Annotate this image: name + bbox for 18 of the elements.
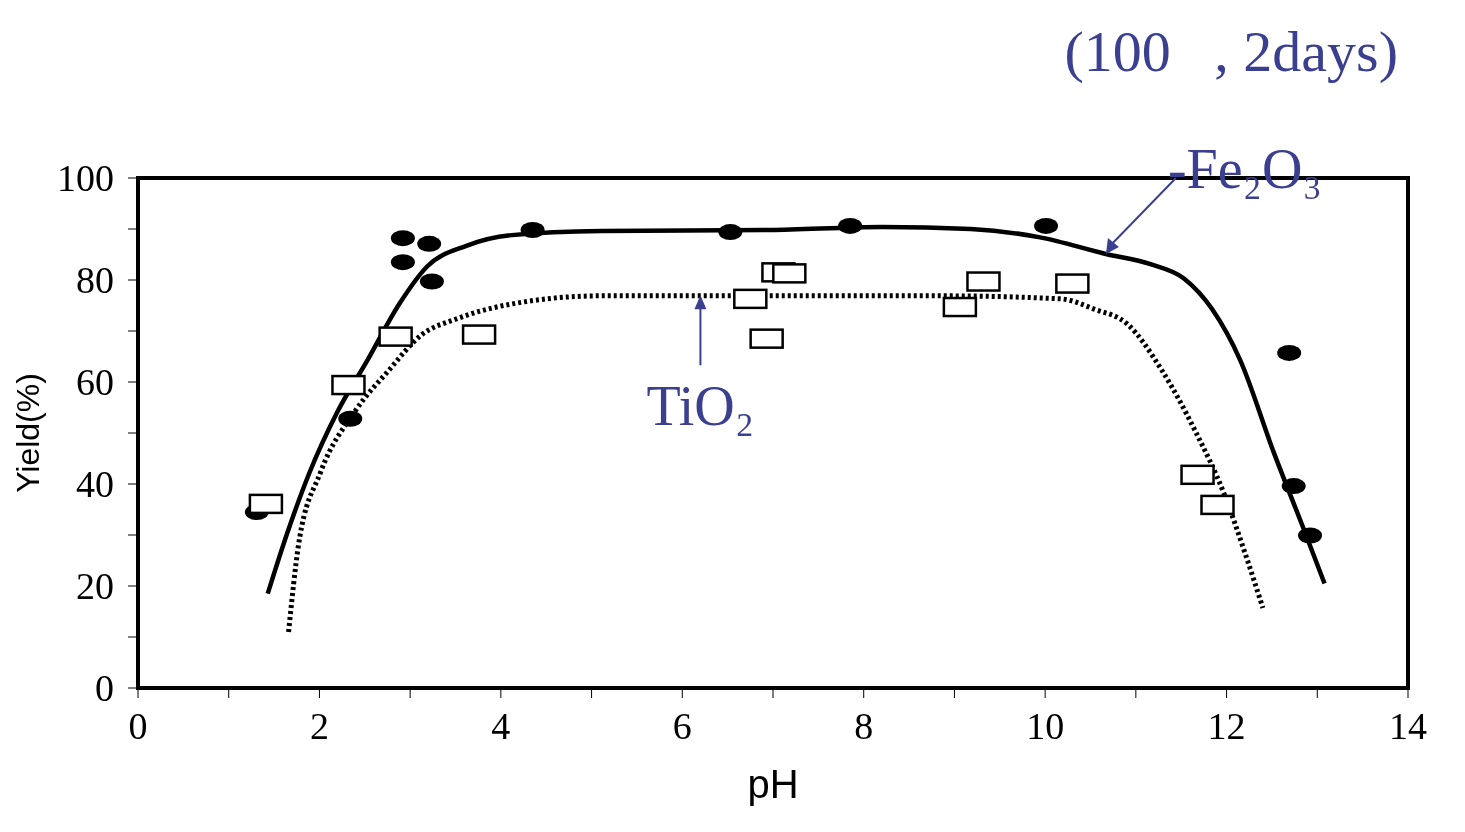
- x-tick-label: 8: [854, 704, 874, 747]
- x-axis-title: pH: [747, 762, 799, 806]
- annotation: TiO₂: [646, 375, 755, 438]
- x-tick-label: 12: [1207, 704, 1246, 747]
- x-tick-label: 4: [491, 704, 511, 747]
- chart-title: (100 , 2days): [1064, 18, 1398, 85]
- x-tick-label: 0: [128, 704, 148, 747]
- x-tick-label: 6: [672, 704, 692, 747]
- y-tick-label: 40: [76, 463, 114, 506]
- x-tick-label: 10: [1026, 704, 1065, 747]
- y-tick-label: 80: [76, 259, 114, 302]
- x-tick-label: 2: [309, 704, 329, 747]
- x-tick-label: 14: [1389, 704, 1427, 747]
- y-tick-label: 100: [57, 157, 114, 200]
- y-tick-label: 0: [95, 667, 114, 710]
- y-tick-label: 60: [76, 361, 114, 404]
- y-tick-label: 20: [76, 565, 114, 608]
- y-axis-title: Yield(%): [10, 373, 47, 493]
